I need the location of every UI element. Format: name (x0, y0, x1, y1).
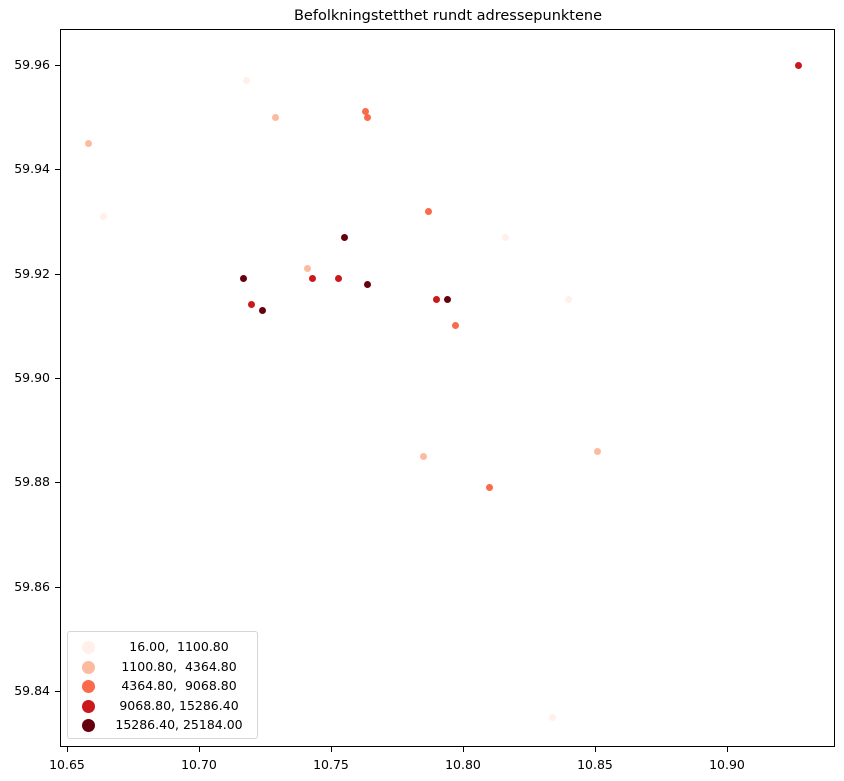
y-tick-label: 59.94 (14, 161, 50, 177)
data-point (100, 212, 108, 220)
data-point (433, 296, 441, 304)
y-tick-label: 59.84 (14, 683, 50, 698)
x-tick-label: 10.75 (313, 757, 349, 772)
legend-label: 9068.80, 15286.40 (119, 697, 239, 713)
data-point (309, 275, 317, 283)
data-point (335, 275, 343, 283)
x-tick-label: 10.65 (49, 757, 85, 772)
data-point (340, 233, 348, 241)
legend-label: 4364.80, 9068.80 (121, 678, 237, 694)
x-tick-mark (331, 747, 332, 752)
data-point (451, 322, 459, 330)
legend-label: 16.00, 1100.80 (129, 639, 229, 654)
x-tick-mark (199, 747, 200, 752)
data-point (240, 275, 248, 283)
x-tick-label: 10.85 (577, 757, 613, 772)
legend-item: 16.00, 1100.80 (68, 638, 259, 658)
data-point (364, 280, 372, 288)
data-point (84, 139, 92, 147)
y-tick-label: 59.90 (14, 370, 50, 385)
y-tick-mark (55, 169, 60, 171)
data-point (794, 61, 802, 69)
y-tick-mark (55, 378, 60, 379)
data-point (361, 108, 369, 116)
legend-item: 15286.40, 25184.00 (68, 716, 259, 736)
data-point (425, 207, 433, 215)
legend-swatch-icon (82, 641, 95, 654)
y-tick-mark (55, 586, 60, 588)
legend-label: 1100.80, 4364.80 (121, 658, 237, 674)
legend-swatch-icon (82, 660, 95, 674)
data-point (565, 296, 573, 304)
y-tick-mark (55, 691, 60, 692)
y-tick-mark (55, 65, 60, 66)
y-tick-label: 59.96 (14, 57, 50, 72)
data-point (443, 296, 451, 304)
data-point (501, 233, 509, 241)
y-tick-mark (55, 482, 60, 484)
x-tick-mark (595, 747, 596, 752)
data-point (243, 77, 251, 85)
data-point (594, 447, 602, 455)
y-tick-label: 59.86 (14, 578, 50, 594)
x-tick-mark (727, 747, 728, 752)
legend-swatch-icon (82, 719, 95, 733)
y-tick-mark (55, 273, 60, 275)
x-tick-mark (463, 747, 464, 752)
y-tick-label: 59.92 (14, 265, 50, 281)
data-point (272, 113, 280, 121)
data-point (303, 264, 311, 272)
plot-area (60, 29, 835, 747)
legend-item: 4364.80, 9068.80 (68, 677, 259, 697)
data-point (485, 484, 493, 492)
x-tick-label: 10.70 (181, 757, 217, 772)
x-tick-mark (67, 747, 68, 752)
legend-item: 1100.80, 4364.80 (68, 658, 259, 678)
data-point (248, 301, 256, 309)
legend-item: 9068.80, 15286.40 (68, 697, 259, 717)
x-tick-label: 10.80 (445, 757, 481, 772)
legend-label: 15286.40, 25184.00 (115, 717, 243, 733)
y-tick-label: 59.88 (14, 474, 50, 490)
legend-swatch-icon (82, 699, 95, 713)
legend-swatch-icon (82, 680, 95, 694)
data-point (419, 452, 427, 460)
x-tick-label: 10.90 (709, 757, 745, 772)
chart-title: Befolkningstetthet rundt adressepunktene (293, 8, 603, 24)
data-point (549, 713, 557, 721)
data-point (258, 306, 266, 314)
data-point (364, 113, 372, 121)
legend: 16.00, 1100.80 1100.80, 4364.80 4364.80, 9… (67, 631, 258, 739)
